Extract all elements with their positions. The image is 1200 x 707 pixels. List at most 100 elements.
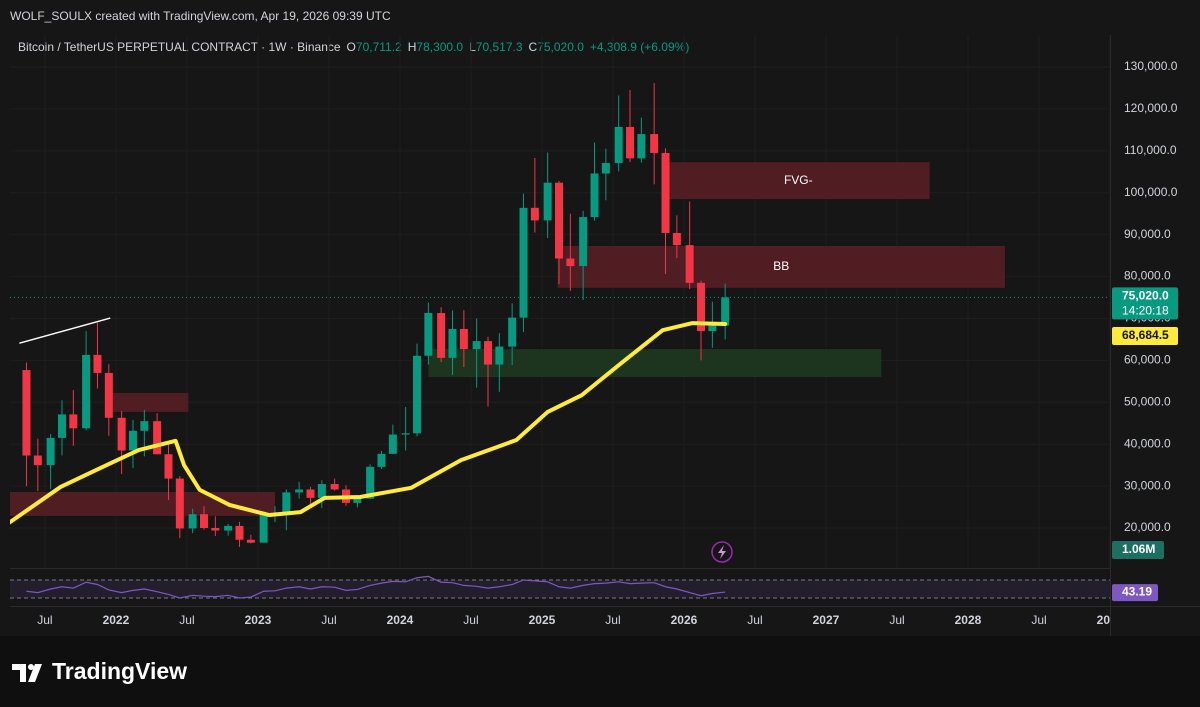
legend-value: 78,300.0 (416, 40, 463, 54)
x-tick-label: 2025 (529, 613, 556, 627)
candle-body (555, 182, 564, 259)
plot-area: FVG- BB (10, 35, 1110, 568)
legend-value: 70,517.3 (476, 40, 523, 54)
candle-body (199, 514, 208, 529)
candle-body (57, 414, 66, 438)
alert-icon-bolt (718, 545, 726, 559)
x-axis: Jul 2022 Jul 2023 Jul 2024 Jul 2025 Jul 2026 Jul 20… (37, 613, 1124, 627)
zone-label: BB (773, 259, 789, 273)
candle-body (637, 134, 646, 159)
candle-body (104, 372, 113, 418)
candle-body (224, 525, 233, 531)
y-tick-label: 80,000.0 (1124, 269, 1171, 283)
candle-body (437, 313, 446, 358)
legend: Bitcoin / TetherUS PERPETUAL CONTRACT · … (18, 40, 689, 54)
candle-body (93, 354, 102, 373)
last-price-label: 75,020.0 (1122, 289, 1169, 303)
x-tick-label: 2022 (103, 613, 130, 627)
zone (10, 491, 275, 516)
candle-body (235, 525, 244, 540)
alert-icon[interactable] (711, 541, 733, 563)
last-price-badge (1112, 287, 1178, 320)
candle-body (484, 341, 493, 365)
candle-body (69, 414, 78, 429)
y-axis: 20,000.0 30,000.0 40,000.0 50,000.0 60,000.0… (1112, 59, 1178, 602)
rsi-label: 43.19 (1122, 585, 1152, 599)
candle-body (128, 430, 137, 451)
candle-body (543, 182, 552, 221)
candle-body (401, 433, 410, 435)
candle-body (472, 341, 481, 350)
rsi-line (26, 575, 726, 599)
ma-badge (1112, 326, 1178, 345)
candle-body (519, 207, 528, 318)
candle-body (153, 421, 162, 455)
candle-body (211, 528, 220, 531)
x-tick-label: Jul (463, 613, 478, 627)
logo: TradingView (12, 658, 187, 684)
candle-body (188, 514, 197, 529)
legend-key: H (408, 40, 417, 54)
candle-body (295, 489, 304, 493)
candle-body (330, 484, 339, 490)
logo-mark (28, 664, 42, 682)
brand: TradingView (52, 658, 187, 684)
logo-mark (12, 664, 26, 682)
credit: WOLF_SOULX created with TradingView.com,… (10, 9, 391, 23)
rsi-badge (1112, 584, 1158, 602)
candle-body (82, 354, 91, 429)
candle-body (22, 370, 31, 456)
candle-body (530, 207, 539, 221)
candle-body (377, 453, 386, 467)
x-tick-label: Jul (605, 613, 620, 627)
x-tick-label: 2029 (1097, 613, 1124, 627)
zone (666, 162, 930, 200)
candle-body (282, 492, 291, 516)
y-tick-label: 40,000.0 (1124, 436, 1171, 450)
y-tick-label: 60,000.0 (1124, 353, 1171, 367)
y-tick-label: 30,000.0 (1124, 478, 1171, 492)
candle-body (685, 245, 694, 283)
ma-label: 68,684.5 (1122, 328, 1169, 342)
zone (428, 349, 882, 378)
candle-body (697, 282, 706, 332)
candle-body (353, 498, 362, 503)
x-tick-label: Jul (1031, 613, 1046, 627)
y-tick-label: 120,000.0 (1124, 101, 1178, 115)
candle-body (614, 126, 623, 163)
candle-body (317, 484, 326, 498)
legend-value: 75,020.0 (537, 40, 584, 54)
y-tick-label: 130,000.0 (1124, 59, 1178, 73)
candle-body (650, 134, 659, 153)
legend-change: +4,308.9 (+6.09%) (590, 40, 689, 54)
x-tick-label: Jul (889, 613, 904, 627)
countdown: 14:20:18 (1122, 304, 1169, 318)
candle-body (412, 355, 421, 434)
x-tick-label: 2024 (387, 613, 414, 627)
y-tick-label: 50,000.0 (1124, 394, 1171, 408)
candle-body (448, 328, 457, 358)
y-tick-label: 100,000.0 (1124, 185, 1178, 199)
candle-body (388, 434, 397, 454)
candle-body (140, 421, 149, 431)
candle-body (424, 313, 433, 356)
candle-body (721, 297, 730, 326)
candle-body (672, 232, 681, 246)
candle-body (306, 489, 315, 498)
zone (557, 245, 1005, 288)
candle-body (246, 539, 255, 543)
candle-body (164, 454, 173, 479)
candle-body (259, 515, 268, 543)
candle-body (626, 126, 635, 159)
y-tick-label: 90,000.0 (1124, 227, 1171, 241)
x-tick-label: Jul (321, 613, 336, 627)
footer-bg (0, 636, 1200, 707)
candle-body (459, 328, 468, 350)
x-tick-label: 2028 (955, 613, 982, 627)
rsi-pane (10, 575, 1110, 599)
candle-body (566, 258, 575, 267)
y-tick-label: 110,000.0 (1124, 143, 1177, 157)
candle-body (579, 217, 588, 267)
legend-key: O (347, 40, 356, 54)
